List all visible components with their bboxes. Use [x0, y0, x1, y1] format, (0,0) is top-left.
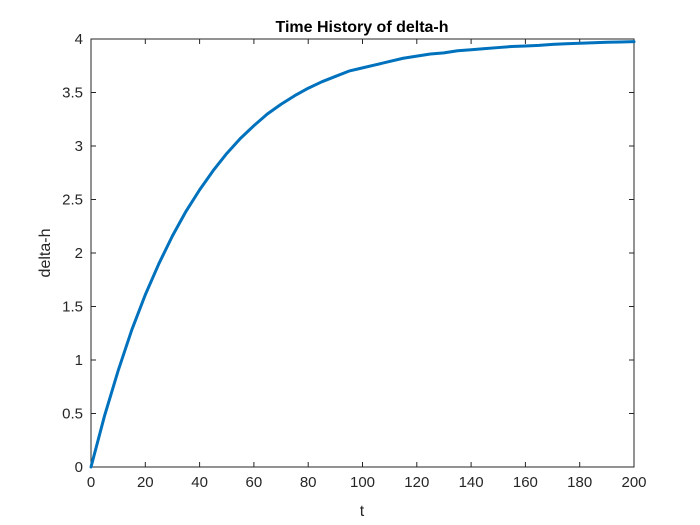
y-tick-label: 0: [75, 459, 83, 476]
y-tick-label: 3: [75, 138, 83, 155]
x-tick-label: 20: [137, 474, 154, 491]
chart-title: Time History of delta-h: [275, 19, 448, 36]
x-tick-labels: 0 20 40 60 80 100 120 140 160 180 200: [87, 474, 647, 491]
x-tick-label: 0: [87, 474, 95, 491]
x-tick-label: 120: [404, 474, 429, 491]
x-tick-label: 180: [567, 474, 592, 491]
x-tick-label: 60: [246, 474, 263, 491]
y-axis-label: delta-h: [37, 229, 54, 278]
y-tick-label: 3.5: [62, 85, 83, 102]
y-tick-label: 4: [75, 31, 83, 48]
y-tick-label: 1: [75, 352, 83, 369]
x-tick-label: 100: [350, 474, 375, 491]
x-tick-label: 40: [191, 474, 208, 491]
x-tick-label: 200: [621, 474, 646, 491]
y-tick-label: 0.5: [62, 406, 83, 423]
y-tick-label: 2: [75, 245, 83, 262]
y-tick-label: 2.5: [62, 192, 83, 209]
y-tick-labels: 0 0.5 1 1.5 2 2.5 3 3.5 4: [62, 31, 83, 476]
x-tick-label: 80: [300, 474, 317, 491]
series-line: [89, 40, 636, 469]
y-tick-label: 1.5: [62, 299, 83, 316]
x-axis-label: t: [360, 503, 365, 520]
plot-area: [90, 38, 635, 468]
x-tick-label: 160: [513, 474, 538, 491]
x-tick-label: 140: [459, 474, 484, 491]
